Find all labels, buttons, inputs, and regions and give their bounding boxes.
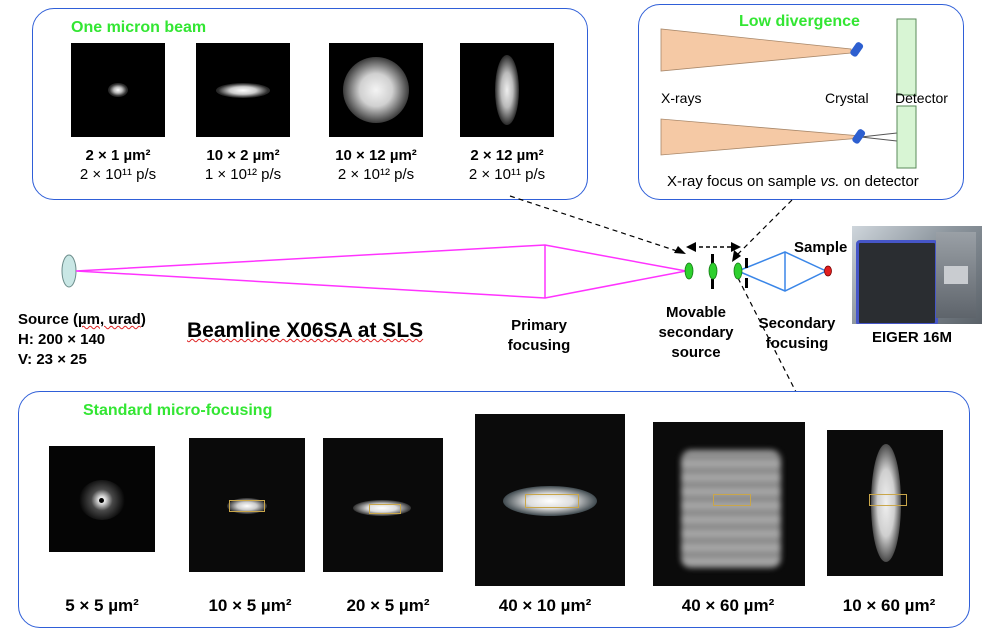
slit-shape <box>745 278 748 288</box>
detector-label: Detector <box>895 90 948 106</box>
caption-suffix: on detector <box>839 173 919 190</box>
beam-spot-image <box>460 43 554 137</box>
slit-shape <box>745 258 748 268</box>
movable-source-label: Movable secondary source <box>658 304 734 361</box>
sample-dot <box>824 265 832 277</box>
source-unit: µm, urad <box>78 311 141 328</box>
crystal-shape <box>852 129 866 144</box>
spot-flux-label: 1 × 10¹² p/s <box>204 166 282 183</box>
spot-label: 10 × 12 µm² 2 × 10¹² p/s <box>311 146 441 184</box>
crystal-shape <box>850 42 864 57</box>
detector-photo-label: EIGER 16M <box>872 329 953 346</box>
micro-spot-label: 40 × 60 µm² <box>681 596 775 615</box>
one-micron-beam-panel: One micron beam 2 × 1 µm² 2 × 10¹¹ p/s 1… <box>32 8 588 200</box>
lens-shape <box>684 262 694 280</box>
micro-spot-image <box>653 422 805 586</box>
detector-photo <box>852 226 982 324</box>
crystal-label: Crystal <box>825 90 869 106</box>
panel-title: Low divergence <box>739 13 860 30</box>
panel-title: Standard micro-focusing <box>83 402 273 419</box>
secondary-focusing-label: Secondary focusing <box>758 315 836 352</box>
slit-shape <box>711 254 714 264</box>
primary-focusing-label: Primary focusing <box>507 317 571 354</box>
micro-spot-image <box>49 446 155 552</box>
caption-prefix: X-ray focus on sample <box>667 173 821 190</box>
source-v: V: 23 × 25 <box>18 351 87 368</box>
micro-spot-image <box>475 414 625 586</box>
micro-spot-image <box>189 438 305 572</box>
source-h: H: 200 × 140 <box>18 331 106 348</box>
spot-flux-label: 2 × 10¹¹ p/s <box>468 166 546 183</box>
micro-spot-label: 10 × 60 µm² <box>842 596 936 615</box>
slit-shape <box>711 279 714 289</box>
detector-shape <box>896 18 917 96</box>
spot-size-label: 10 × 2 µm² <box>206 147 280 164</box>
low-divergence-panel: Low divergence X-rays Crystal Detector X… <box>638 4 964 200</box>
beam-spot-image <box>71 43 165 137</box>
panel-title: One micron beam <box>71 19 207 36</box>
divergence-caption: X-ray focus on sample vs. on detector <box>667 173 919 191</box>
micro-spot-image <box>323 438 443 572</box>
micro-focusing-panel: Standard micro-focusing 5 × 5 µm² 10 × 5… <box>18 391 970 628</box>
detector-shape <box>896 105 917 169</box>
lens-shape <box>708 262 718 280</box>
micro-spot-label: 40 × 10 µm² <box>498 596 592 615</box>
spot-label: 10 × 2 µm² 1 × 10¹² p/s <box>178 146 308 184</box>
micro-spot-image <box>827 430 943 576</box>
divergence-diagram <box>660 18 917 169</box>
spot-label: 2 × 1 µm² 2 × 10¹¹ p/s <box>53 146 183 184</box>
spot-flux-label: 2 × 10¹² p/s <box>337 166 415 183</box>
lens-shape <box>733 262 743 280</box>
source-label: Source (µm, urad) H: 200 × 140 V: 23 × 2… <box>18 311 146 368</box>
beamline-title: Beamline X06SA at SLS <box>187 319 424 342</box>
spot-size-label: 10 × 12 µm² <box>335 147 417 164</box>
beam-spot-image <box>196 43 290 137</box>
micro-spot-label: 10 × 5 µm² <box>208 596 292 615</box>
sample-label: Sample <box>794 239 848 256</box>
xrays-label: X-rays <box>661 90 702 106</box>
micro-spot-label: 20 × 5 µm² <box>346 596 430 615</box>
micro-spot-label: 5 × 5 µm² <box>65 596 139 615</box>
spot-size-label: 2 × 12 µm² <box>470 147 544 164</box>
spot-label: 2 × 12 µm² 2 × 10¹¹ p/s <box>442 146 572 184</box>
source-ellipse <box>61 254 77 288</box>
spot-flux-label: 2 × 10¹¹ p/s <box>79 166 157 183</box>
beam-spot-image <box>329 43 423 137</box>
spot-size-label: 2 × 1 µm² <box>85 147 151 164</box>
caption-vs: vs. <box>820 173 840 190</box>
